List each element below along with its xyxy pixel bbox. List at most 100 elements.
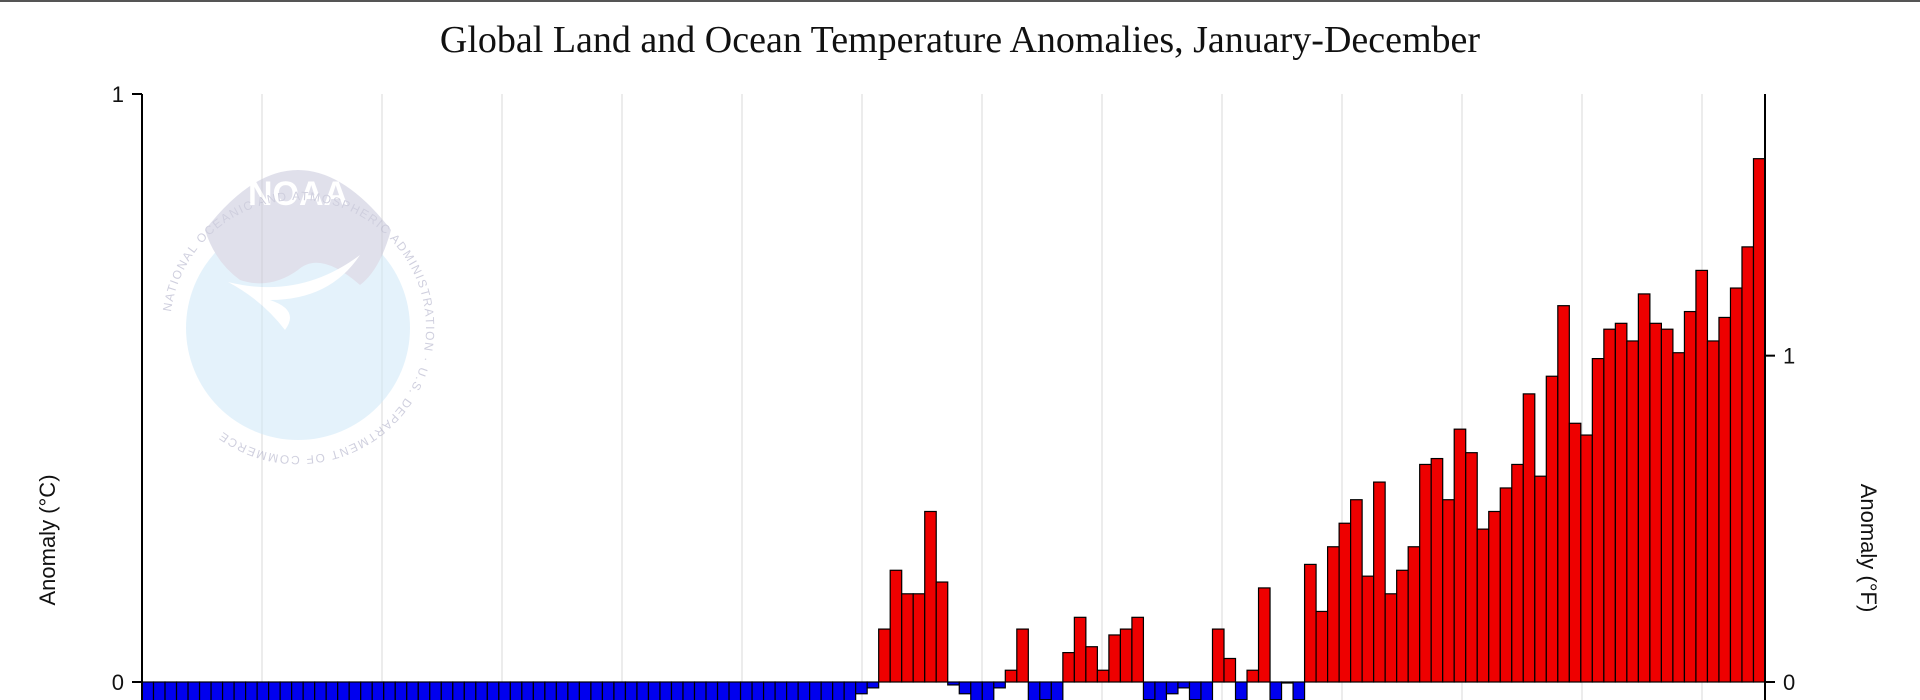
bar-1969 [1165, 681, 1179, 695]
bar-2002 [1545, 375, 1559, 683]
bar-1924 [647, 681, 661, 700]
bar-1943 [866, 681, 880, 689]
bar-1884 [187, 681, 201, 700]
bar-1917 [567, 681, 581, 700]
bar-1930 [716, 681, 730, 700]
bar-1894 [302, 681, 316, 700]
bar-1927 [682, 681, 696, 700]
bar-1920 [601, 681, 615, 700]
noaa-logo-text: NOAA [248, 175, 348, 213]
bar-1936 [785, 681, 799, 700]
bar-series [141, 158, 1766, 700]
bar-2009 [1626, 340, 1639, 683]
bar-1971 [1188, 681, 1202, 700]
bar-1898 [348, 681, 362, 700]
bar-1923 [636, 681, 650, 700]
bar-1950 [947, 681, 960, 686]
bar-1895 [314, 681, 327, 700]
bar-2008 [1614, 322, 1628, 683]
bar-1989 [1396, 569, 1409, 683]
bar-1972 [1200, 681, 1214, 700]
bar-1922 [624, 681, 638, 700]
noaa-logo-watermark: NOAA NATIONAL OCEANIC AND ATMOSPHERIC AD… [160, 170, 436, 467]
y-tick-left-1-label: 1 [112, 82, 124, 107]
bar-2001 [1534, 475, 1547, 683]
bar-1973 [1211, 628, 1225, 683]
bar-1935 [774, 681, 788, 700]
bar-1976 [1246, 669, 1260, 683]
bar-1909 [475, 681, 488, 700]
bar-1911 [498, 681, 511, 700]
bar-1886 [210, 681, 224, 700]
bar-1904 [417, 681, 431, 700]
bar-1915 [544, 681, 557, 700]
bar-1908 [463, 681, 477, 700]
bar-1999 [1511, 463, 1524, 683]
bar-1960 [1062, 651, 1075, 683]
bar-1881 [152, 681, 166, 700]
bar-1914 [532, 681, 546, 700]
bar-1897 [337, 681, 350, 700]
bar-1947 [912, 593, 926, 683]
bar-1992 [1430, 457, 1444, 683]
bar-2010 [1637, 293, 1651, 683]
bar-1987 [1373, 481, 1386, 683]
bar-1965 [1119, 628, 1133, 683]
bar-1934 [762, 681, 776, 700]
bar-1882 [164, 681, 178, 700]
bar-1931 [728, 681, 742, 700]
bar-1941 [843, 681, 857, 700]
bar-1955 [1004, 669, 1018, 683]
bar-1984 [1338, 522, 1352, 683]
bar-1939 [820, 681, 834, 700]
bar-1912 [509, 681, 523, 700]
noaa-logo-wave [228, 255, 360, 330]
bar-1959 [1050, 681, 1064, 700]
bar-1902 [394, 681, 408, 700]
bar-1887 [221, 681, 235, 700]
bar-1899 [360, 681, 373, 700]
bar-2003 [1557, 305, 1570, 683]
bar-1961 [1073, 616, 1087, 683]
bar-1998 [1499, 487, 1513, 683]
bar-1970 [1177, 681, 1191, 689]
bar-2019 [1741, 246, 1755, 683]
bar-1966 [1131, 616, 1145, 683]
bar-1919 [590, 681, 604, 700]
bar-1964 [1108, 634, 1122, 683]
bar-1945 [889, 569, 903, 683]
bar-1986 [1361, 575, 1375, 683]
bar-2014 [1683, 310, 1697, 683]
noaa-logo-bird [205, 170, 391, 285]
bar-1918 [578, 681, 592, 700]
bar-1968 [1154, 681, 1168, 700]
bar-2017 [1718, 316, 1732, 683]
y-tick-right-1-label: 1 [1783, 344, 1795, 369]
bar-2018 [1729, 287, 1743, 683]
bar-1916 [555, 681, 569, 700]
bar-1946 [901, 593, 914, 683]
bar-1977 [1257, 587, 1271, 683]
bar-1958 [1039, 681, 1052, 700]
bar-1896 [325, 681, 339, 700]
bar-1905 [429, 681, 442, 700]
bar-1980 [1292, 681, 1306, 700]
bar-1985 [1350, 499, 1363, 683]
bar-1926 [670, 681, 684, 700]
bar-1994 [1453, 428, 1467, 683]
bar-1889 [245, 681, 258, 700]
bar-1997 [1488, 510, 1501, 683]
bar-1929 [705, 681, 719, 700]
bar-1991 [1419, 463, 1432, 683]
bar-1995 [1465, 452, 1478, 683]
bar-2015 [1695, 269, 1709, 683]
bar-1932 [739, 681, 753, 700]
bar-1978 [1269, 681, 1283, 700]
bar-1975 [1234, 681, 1248, 700]
bar-2013 [1672, 352, 1686, 683]
bar-1982 [1315, 610, 1329, 683]
bar-1962 [1085, 646, 1098, 683]
bar-2011 [1649, 322, 1663, 683]
bar-1988 [1384, 593, 1398, 683]
